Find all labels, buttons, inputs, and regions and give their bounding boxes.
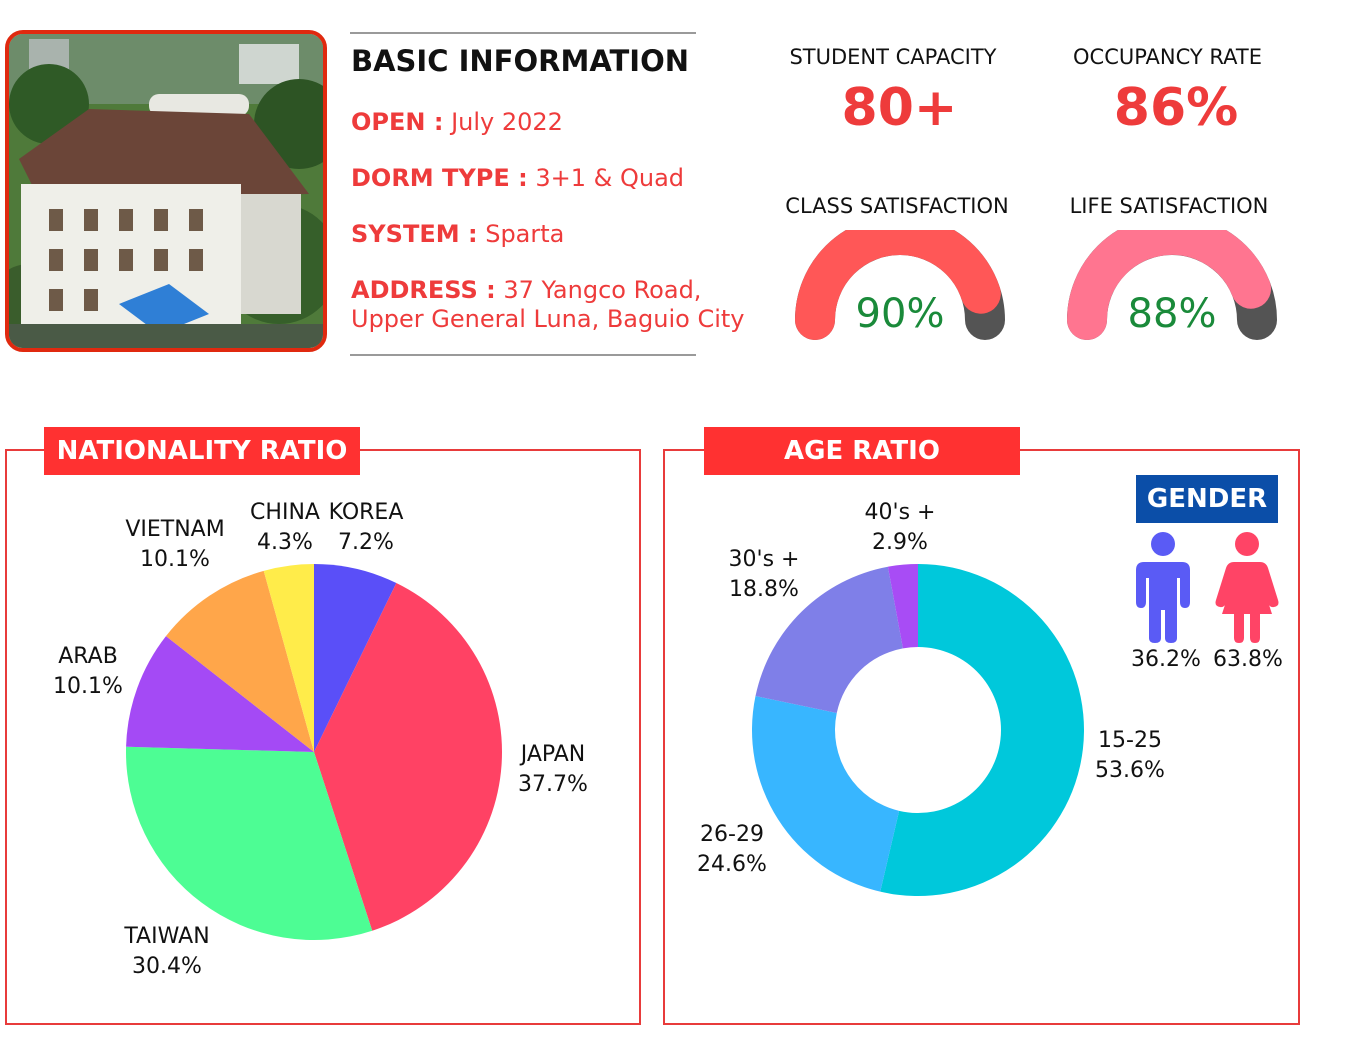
student-capacity-label: STUDENT CAPACITY	[789, 45, 997, 69]
dorm-type-value: 3+1 & Quad	[535, 164, 685, 192]
open-row: OPEN : July 2022	[351, 107, 563, 137]
china-category: CHINA	[250, 500, 320, 525]
dorm-type-row: DORM TYPE : 3+1 & Quad	[351, 163, 684, 193]
occupancy-rate-value: 86%	[1113, 78, 1239, 138]
male-person-icon	[1136, 532, 1190, 643]
address-row: ADDRESS : 37 Yangco Road,	[351, 275, 701, 305]
open-value: July 2022	[451, 108, 563, 136]
taiwan-value: 30.4%	[132, 954, 202, 979]
arab-category: ARAB	[58, 644, 118, 669]
age-ratio-title: AGE RATIO	[704, 427, 1020, 475]
age-40s-value: 2.9%	[872, 530, 928, 555]
life-satisfaction-label: LIFE SATISFACTION	[1069, 194, 1269, 218]
korea-category: KOREA	[328, 500, 404, 525]
age-30s-category: 30's +	[728, 547, 800, 572]
vietnam-label: VIETNAM 10.1%	[110, 515, 240, 575]
female-percentage: 63.8%	[1213, 647, 1283, 672]
age-slice-40-s	[887, 564, 918, 649]
age-15-25-label: 15-25 53.6%	[1070, 726, 1190, 786]
system-row: SYSTEM : Sparta	[351, 219, 564, 249]
age-30s-value: 18.8%	[729, 577, 799, 602]
vietnam-category: VIETNAM	[125, 517, 225, 542]
arab-label: ARAB 10.1%	[38, 642, 138, 702]
dorm-photo	[5, 30, 327, 352]
china-label: CHINA 4.3%	[240, 498, 330, 558]
age-slice-30-s	[755, 566, 903, 714]
basic-info-title: BASIC INFORMATION	[351, 44, 690, 78]
arab-value: 10.1%	[53, 674, 123, 699]
address-value-line2: Upper General Luna, Baguio City	[351, 305, 745, 333]
open-label: OPEN :	[351, 108, 444, 136]
system-label: SYSTEM :	[351, 220, 478, 248]
nationality-slice-vietnam	[165, 570, 314, 752]
age-15-25-value: 53.6%	[1095, 758, 1165, 783]
address-value-line1: 37 Yangco Road,	[503, 276, 702, 304]
age-panel	[663, 449, 1300, 1025]
age-26-29-category: 26-29	[700, 822, 764, 847]
student-capacity-value: 80+	[841, 78, 958, 138]
japan-category: JAPAN	[520, 742, 586, 767]
female-person-icon	[1215, 532, 1279, 643]
address-label: ADDRESS :	[351, 276, 496, 304]
info-bottom-divider	[350, 354, 696, 356]
class-gauge-fill	[795, 230, 1001, 340]
class-satisfaction-gauge	[795, 230, 1005, 340]
class-satisfaction-value: 90%	[855, 291, 945, 337]
taiwan-category: TAIWAN	[124, 924, 210, 949]
life-satisfaction-gauge	[1067, 230, 1277, 340]
age-30s-label: 30's + 18.8%	[712, 545, 816, 605]
japan-label: JAPAN 37.7%	[503, 740, 603, 800]
nationality-slice-china	[263, 564, 314, 752]
age-slice-26-29	[752, 696, 900, 892]
age-slice-15-25	[880, 564, 1084, 896]
taiwan-label: TAIWAN 30.4%	[112, 922, 222, 982]
life-gauge-fill	[1067, 230, 1272, 340]
nationality-slice-arab	[126, 636, 315, 752]
male-percentage: 36.2%	[1131, 647, 1201, 672]
system-value: Sparta	[485, 220, 565, 248]
nationality-ratio-title: NATIONALITY RATIO	[44, 427, 360, 475]
age-40s-category: 40's +	[864, 500, 936, 525]
age-26-29-value: 24.6%	[697, 852, 767, 877]
age-15-25-category: 15-25	[1098, 728, 1162, 753]
dorm-type-label: DORM TYPE :	[351, 164, 528, 192]
life-satisfaction-value: 88%	[1127, 291, 1217, 337]
japan-value: 37.7%	[518, 772, 588, 797]
korea-value: 7.2%	[338, 530, 394, 555]
china-value: 4.3%	[257, 530, 313, 555]
nationality-slice-japan	[314, 582, 502, 931]
nationality-slice-korea	[314, 564, 397, 752]
gender-title: GENDER	[1136, 475, 1278, 523]
korea-label: KOREA 7.2%	[311, 498, 421, 558]
age-26-29-label: 26-29 24.6%	[680, 820, 784, 880]
age-40s-label: 40's + 2.9%	[848, 498, 952, 558]
vietnam-value: 10.1%	[140, 547, 210, 572]
class-satisfaction-label: CLASS SATISFACTION	[785, 194, 1009, 218]
occupancy-rate-label: OCCUPANCY RATE	[1073, 45, 1262, 69]
nationality-slice-taiwan	[126, 746, 373, 940]
info-top-divider	[350, 32, 696, 34]
